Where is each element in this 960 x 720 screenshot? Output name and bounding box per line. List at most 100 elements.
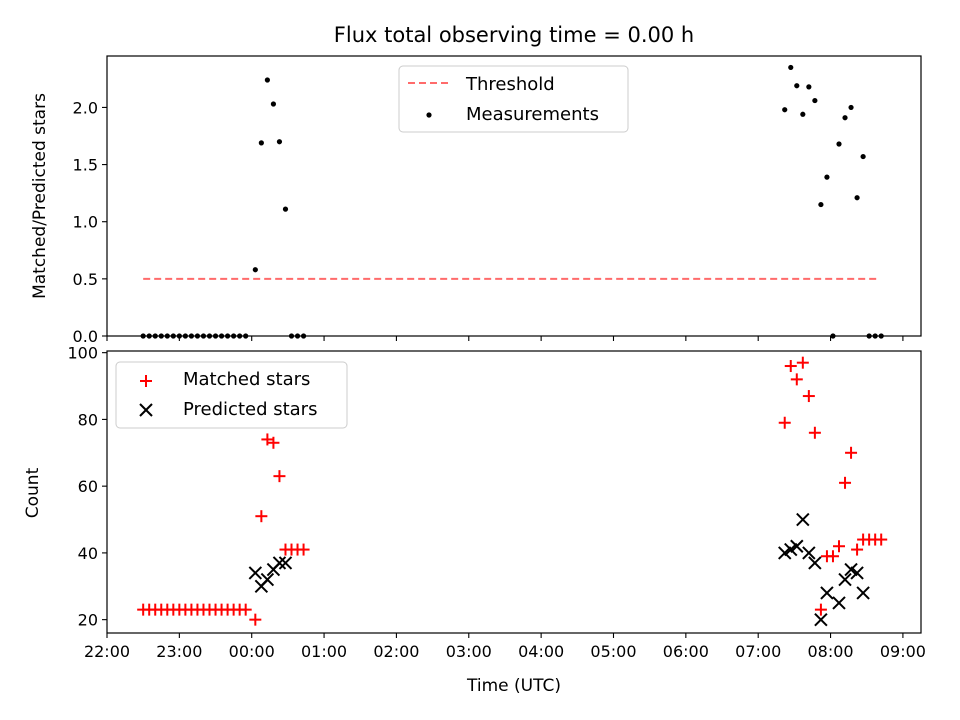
measurement-point — [294, 333, 301, 339]
predicted-stars-point — [260, 572, 275, 587]
measurement-point — [848, 104, 854, 111]
measurement-point — [218, 333, 225, 339]
measurement-point — [824, 174, 830, 180]
matched-stars-point — [845, 446, 858, 459]
measurement-point — [237, 333, 243, 339]
predicted-stars-point — [272, 556, 287, 570]
measurement-point — [170, 333, 176, 339]
y-tick-label: 1.0 — [73, 213, 98, 232]
matched-stars-point — [784, 360, 797, 373]
matched-stars-point — [239, 603, 252, 616]
measurement-point — [794, 83, 800, 89]
matched-stars-point — [814, 603, 827, 616]
measurement-point — [836, 141, 842, 147]
y-tick-label: 0.5 — [73, 270, 98, 289]
x-axis-label: Time (UTC) — [466, 676, 561, 696]
predicted-stars-point — [278, 556, 293, 570]
y-tick-label: 100 — [67, 344, 98, 363]
y-tick-label: 60 — [78, 477, 98, 496]
bottom-legend: Matched stars Predicted stars — [115, 361, 348, 429]
matched-stars-point — [249, 613, 262, 626]
measurement-point — [212, 333, 219, 339]
matched-stars-point — [839, 476, 852, 489]
measurement-point — [270, 101, 277, 107]
y-tick-label: 40 — [78, 544, 98, 563]
predicted-stars-point — [856, 586, 870, 600]
bottom-plot-frame — [106, 350, 922, 634]
predicted-stars-point — [850, 566, 864, 580]
x-tick-label: 01:00 — [301, 642, 347, 661]
top-plot-frame — [106, 55, 922, 337]
measurement-point — [282, 206, 289, 212]
predicted-stars-point — [832, 596, 846, 610]
matched-stars-point — [255, 510, 268, 523]
measurement-point — [243, 333, 249, 339]
measurement-point — [158, 333, 164, 339]
measurement-point — [800, 111, 806, 117]
top-y-axis-label: Matched/Predicted stars — [30, 93, 50, 299]
matched-stars-point — [261, 433, 274, 446]
matched-stars-point — [790, 373, 803, 386]
matched-stars-point — [273, 470, 286, 483]
bottom-x-ticks: 22:00 23:00 00:00 01:00 02:00 03:00 04:00 05:00… — [84, 633, 926, 661]
matched-stars-point — [297, 543, 310, 556]
measurement-point — [842, 115, 848, 121]
matched-stars-point — [796, 356, 809, 369]
measurement-point — [264, 77, 270, 83]
measurement-point — [812, 97, 818, 104]
x-tick-label: 06:00 — [663, 642, 709, 661]
measurement-point — [878, 333, 884, 339]
matched-stars-point — [826, 550, 839, 563]
y-tick-label: 80 — [78, 410, 98, 429]
matched-stars-point — [875, 533, 888, 546]
matched-stars-point — [802, 390, 815, 403]
x-tick-label: 02:00 — [373, 642, 419, 661]
measurement-point — [788, 64, 794, 71]
legend-predicted-label: Predicted stars — [183, 399, 317, 420]
bottom-y-ticks: 20 40 60 80 100 — [67, 344, 107, 630]
measurement-point — [194, 333, 201, 339]
measurement-point — [818, 201, 824, 208]
measurement-point — [206, 333, 213, 339]
predicted-stars-point — [796, 512, 810, 527]
measurement-point — [288, 333, 295, 339]
matched-stars-point — [808, 426, 821, 439]
y-tick-label: 0.0 — [73, 327, 98, 346]
predicted-stars-point — [808, 556, 822, 570]
measurement-point — [231, 333, 237, 339]
measurement-point — [866, 333, 872, 339]
legend-threshold-label: Threshold — [465, 74, 555, 95]
chart-title: Flux total observing time = 0.00 h — [334, 23, 694, 47]
x-tick-label: 23:00 — [156, 642, 202, 661]
top-x-ticks — [106, 336, 904, 341]
predicted-stars-point — [802, 546, 816, 560]
measurement-point — [182, 333, 188, 339]
top-y-ticks: 0.0 0.5 1.0 1.5 2.0 — [73, 98, 107, 346]
bottom-legend-box — [115, 361, 348, 429]
y-tick-label: 1.5 — [73, 156, 98, 175]
measurement-point — [300, 333, 307, 339]
predicted-stars-point — [820, 586, 834, 600]
x-tick-label: 04:00 — [518, 642, 564, 661]
y-tick-label: 2.0 — [73, 98, 98, 117]
x-tick-label: 22:00 — [84, 642, 130, 661]
count-panel: Count Time (UTC) 20 40 60 80 100 22:00 23:00 0… — [23, 344, 926, 696]
top-legend: Threshold Measurements — [398, 65, 629, 133]
top-plot-marks — [140, 64, 884, 339]
bottom-plot-marks — [137, 356, 888, 627]
x-tick-label: 09:00 — [880, 642, 926, 661]
predicted-stars-point — [790, 539, 804, 553]
predicted-stars-point — [248, 566, 263, 580]
measurement-point — [806, 84, 812, 90]
matched-stars-point — [832, 540, 845, 553]
measurement-point — [146, 333, 152, 339]
x-tick-label: 07:00 — [735, 642, 781, 661]
x-tick-label: 08:00 — [808, 642, 854, 661]
measurement-point — [140, 333, 146, 339]
x-tick-label: 00:00 — [229, 642, 275, 661]
matched-stars-point — [267, 436, 280, 449]
legend-measurements-label: Measurements — [466, 104, 599, 125]
predicted-stars-point — [838, 572, 852, 587]
measurement-point — [782, 107, 788, 113]
